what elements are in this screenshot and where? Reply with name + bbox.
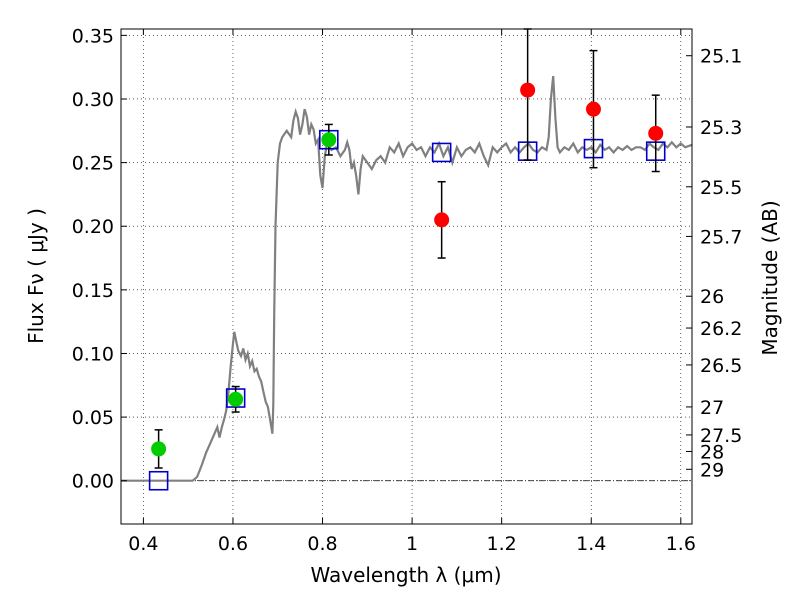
optical-observed-point xyxy=(321,132,337,148)
grid xyxy=(121,29,692,524)
x-tick-label: 0.6 xyxy=(218,533,248,555)
mag-tick-label: 26.2 xyxy=(700,318,742,340)
data-marks xyxy=(148,28,666,491)
optical-observed-point xyxy=(228,391,244,407)
x-tick-label: 1 xyxy=(406,533,418,555)
mag-tick-label: 28 xyxy=(700,441,724,463)
ir-observed-point xyxy=(648,125,664,141)
x-tick-label: 1.4 xyxy=(576,533,606,555)
x-tick-label: 0.8 xyxy=(307,533,337,555)
axis-ticks: 0.4 0.6 0.8 1 1.2 1.4 1.6 0.00 0.05 0.10 0.15 0.20 0… xyxy=(72,25,743,555)
x-tick-label: 1.6 xyxy=(666,533,696,555)
mag-tick-label: 27.5 xyxy=(700,425,742,447)
mag-tick-label: 26.5 xyxy=(700,355,742,377)
ir-observed-point xyxy=(520,82,536,98)
y-tick-label: 0.20 xyxy=(72,216,114,238)
model-photometry-square xyxy=(148,470,169,491)
y-tick-label: 0.15 xyxy=(72,280,114,302)
y-tick-label: 0.10 xyxy=(72,343,114,365)
mag-tick-label: 25.7 xyxy=(700,226,742,248)
model-spectrum-line xyxy=(121,75,693,482)
mag-tick-label: 25.3 xyxy=(700,117,742,139)
x-tick-label: 0.4 xyxy=(128,533,158,555)
y-tick-label: 0.00 xyxy=(72,471,114,493)
y-axis-label: Flux Fν ( μJy ) xyxy=(24,208,48,344)
y-tick-label: 0.30 xyxy=(72,89,114,111)
y-tick-label: 0.35 xyxy=(72,25,114,47)
x-tick-label: 1.2 xyxy=(487,533,517,555)
mag-tick-label: 26 xyxy=(700,286,724,308)
model-photometry-square xyxy=(431,142,452,163)
mag-tick-label: 25.5 xyxy=(700,177,742,199)
y2-axis-label: Magnitude (AB) xyxy=(758,200,782,355)
y-tick-label: 0.05 xyxy=(72,407,114,429)
mag-tick-label: 25.1 xyxy=(700,46,742,68)
ir-observed-point xyxy=(585,101,601,117)
x-axis-label: Wavelength λ (μm) xyxy=(310,563,501,587)
optical-observed-point xyxy=(151,441,167,457)
mag-tick-label: 27 xyxy=(700,397,724,419)
y-tick-label: 0.25 xyxy=(72,153,114,175)
mag-tick-label: 29 xyxy=(700,459,724,481)
plot-frame xyxy=(120,28,693,525)
ir-observed-point xyxy=(434,212,450,228)
